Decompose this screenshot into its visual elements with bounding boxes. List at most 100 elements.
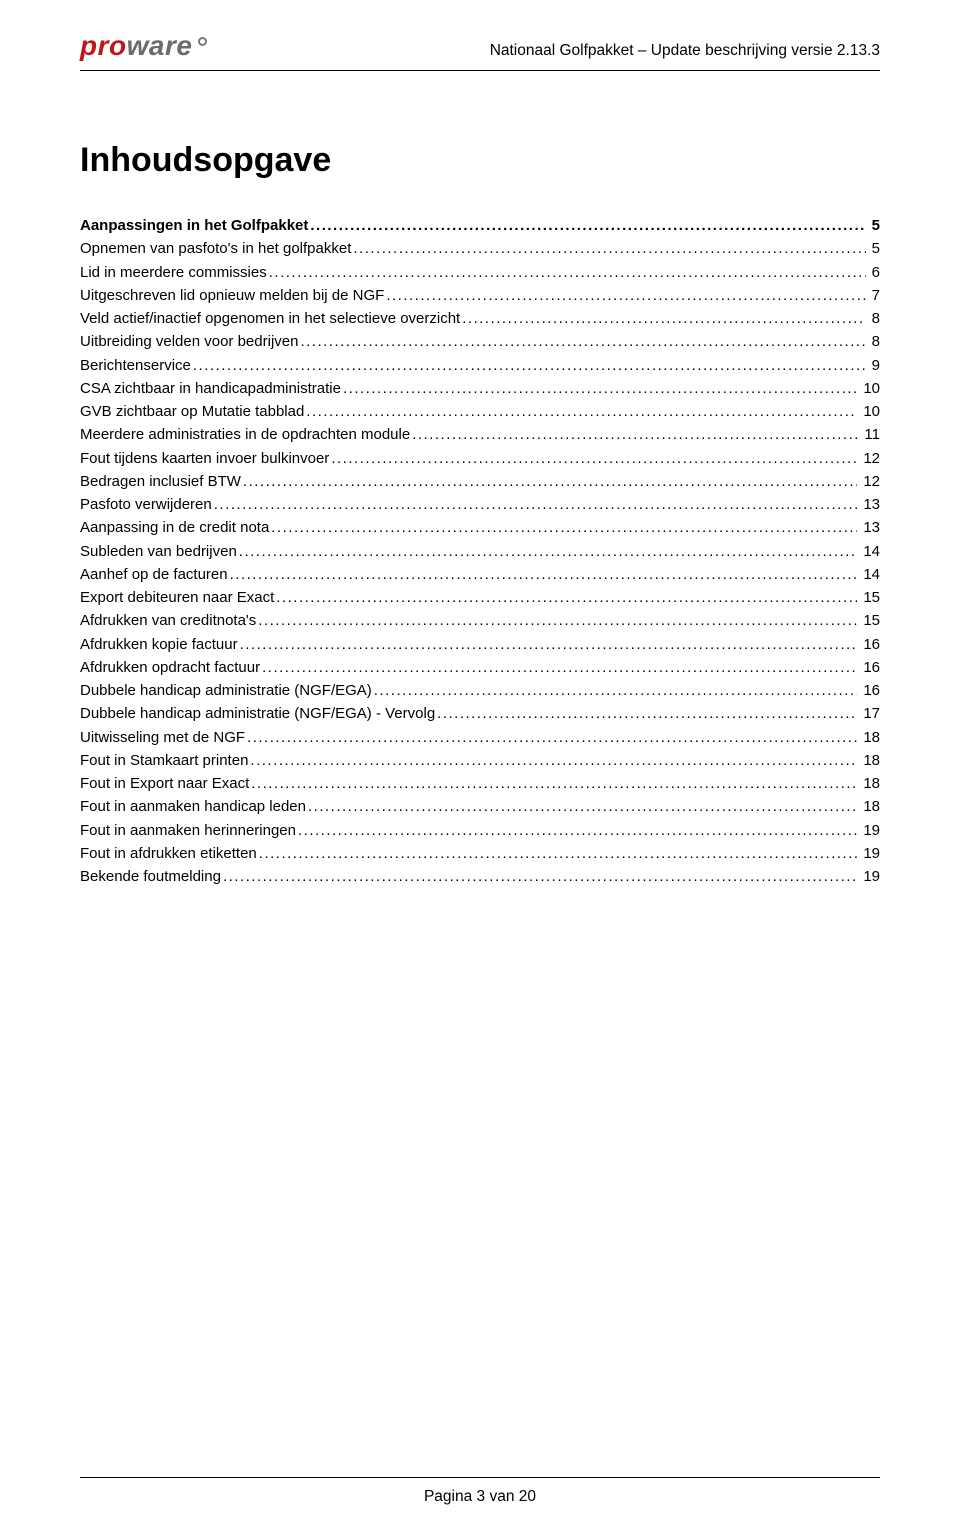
toc-entry: Opnemen van pasfoto's in het golfpakket …	[80, 237, 880, 260]
toc-entry-page: 18	[859, 726, 880, 749]
toc-entry-label: Dubbele handicap administratie (NGF/EGA)	[80, 679, 372, 702]
toc-entry: Aanhef op de facturen 14	[80, 563, 880, 586]
toc-entry: Veld actief/inactief opgenomen in het se…	[80, 307, 880, 330]
toc-leader-dots	[308, 795, 857, 818]
logo-part2: ware	[127, 30, 193, 61]
logo-dot-icon	[198, 37, 207, 46]
toc-entry-label: CSA zichtbaar in handicapadministratie	[80, 377, 341, 400]
toc-entry-page: 14	[859, 563, 880, 586]
toc-entry-page: 18	[859, 749, 880, 772]
toc-entry-page: 11	[860, 423, 880, 446]
toc-entry-page: 16	[859, 679, 880, 702]
toc-leader-dots	[258, 609, 857, 632]
page: proware Nationaal Golfpakket – Update be…	[0, 0, 960, 1536]
toc-entry-label: Export debiteuren naar Exact	[80, 586, 274, 609]
toc-entry: Dubbele handicap administratie (NGF/EGA)…	[80, 702, 880, 725]
toc-entry: Aanpassing in de credit nota 13	[80, 516, 880, 539]
toc-entry: Uitbreiding velden voor bedrijven 8	[80, 330, 880, 353]
toc-leader-dots	[298, 819, 857, 842]
toc-entry: Uitwisseling met de NGF 18	[80, 726, 880, 749]
toc-entry-label: GVB zichtbaar op Mutatie tabblad	[80, 400, 304, 423]
toc-entry-page: 12	[859, 470, 880, 493]
toc-entry: GVB zichtbaar op Mutatie tabblad 10	[80, 400, 880, 423]
toc-entry-label: Bekende foutmelding	[80, 865, 221, 888]
toc-leader-dots	[271, 516, 857, 539]
toc-leader-dots	[223, 865, 857, 888]
toc-entry: Lid in meerdere commissies 6	[80, 261, 880, 284]
toc-leader-dots	[310, 214, 865, 237]
toc-entry-page: 16	[859, 656, 880, 679]
toc-entry-page: 10	[859, 400, 880, 423]
toc-entry: Bedragen inclusief BTW 12	[80, 470, 880, 493]
toc-entry-page: 19	[859, 819, 880, 842]
toc-leader-dots	[240, 633, 858, 656]
logo: proware	[80, 30, 207, 62]
toc-entry: Fout tijdens kaarten invoer bulkinvoer 1…	[80, 447, 880, 470]
page-title: Inhoudsopgave	[80, 141, 880, 180]
toc-leader-dots	[306, 400, 857, 423]
toc-entry-page: 18	[859, 795, 880, 818]
toc-leader-dots	[262, 656, 857, 679]
toc-entry-label: Veld actief/inactief opgenomen in het se…	[80, 307, 460, 330]
toc-entry-label: Fout in afdrukken etiketten	[80, 842, 257, 865]
toc-entry-label: Opnemen van pasfoto's in het golfpakket	[80, 237, 351, 260]
toc-leader-dots	[243, 470, 857, 493]
toc-entry-label: Afdrukken opdracht factuur	[80, 656, 260, 679]
toc-leader-dots	[269, 261, 866, 284]
toc-entry-label: Uitgeschreven lid opnieuw melden bij de …	[80, 284, 384, 307]
toc-entry: Fout in Export naar Exact 18	[80, 772, 880, 795]
toc-entry-label: Fout in aanmaken handicap leden	[80, 795, 306, 818]
toc-entry: Afdrukken opdracht factuur 16	[80, 656, 880, 679]
toc-leader-dots	[412, 423, 858, 446]
toc-entry-label: Fout in Stamkaart printen	[80, 749, 248, 772]
toc-entry: Berichtenservice 9	[80, 354, 880, 377]
toc-entry: Bekende foutmelding 19	[80, 865, 880, 888]
toc-leader-dots	[193, 354, 866, 377]
toc-leader-dots	[353, 237, 865, 260]
footer-rule	[80, 1477, 880, 1478]
toc-entry: Afdrukken kopie factuur 16	[80, 633, 880, 656]
toc-entry-label: Pasfoto verwijderen	[80, 493, 212, 516]
toc-leader-dots	[239, 540, 858, 563]
toc-leader-dots	[300, 330, 865, 353]
toc-entry-label: Afdrukken kopie factuur	[80, 633, 238, 656]
toc-entry-label: Fout in Export naar Exact	[80, 772, 249, 795]
toc-entry-page: 6	[868, 261, 880, 284]
toc-entry-page: 19	[859, 865, 880, 888]
toc-leader-dots	[259, 842, 858, 865]
toc-entry: Dubbele handicap administratie (NGF/EGA)…	[80, 679, 880, 702]
toc-entry-label: Meerdere administraties in de opdrachten…	[80, 423, 410, 446]
toc-entry: Subleden van bedrijven 14	[80, 540, 880, 563]
toc-entry: Export debiteuren naar Exact 15	[80, 586, 880, 609]
toc-entry-label: Fout tijdens kaarten invoer bulkinvoer	[80, 447, 329, 470]
toc-entry-label: Berichtenservice	[80, 354, 191, 377]
toc-entry-page: 7	[868, 284, 880, 307]
toc-leader-dots	[214, 493, 858, 516]
toc-leader-dots	[276, 586, 857, 609]
toc-entry-page: 9	[868, 354, 880, 377]
toc-entry: Fout in aanmaken handicap leden 18	[80, 795, 880, 818]
toc-entry: Meerdere administraties in de opdrachten…	[80, 423, 880, 446]
toc-entry-label: Aanpassing in de credit nota	[80, 516, 269, 539]
toc-leader-dots	[247, 726, 857, 749]
toc-leader-dots	[331, 447, 857, 470]
toc-entry-page: 15	[859, 609, 880, 632]
page-footer: Pagina 3 van 20	[80, 1477, 880, 1506]
toc-entry-label: Subleden van bedrijven	[80, 540, 237, 563]
logo-text: proware	[80, 30, 192, 62]
toc-entry-label: Aanpassingen in het Golfpakket	[80, 214, 308, 237]
table-of-contents: Aanpassingen in het Golfpakket 5Opnemen …	[80, 214, 880, 888]
header-row: proware Nationaal Golfpakket – Update be…	[80, 30, 880, 68]
toc-entry-page: 19	[859, 842, 880, 865]
toc-entry-page: 18	[859, 772, 880, 795]
footer-text: Pagina 3 van 20	[80, 1488, 880, 1506]
header-subtitle: Nationaal Golfpakket – Update beschrijvi…	[490, 42, 880, 62]
toc-entry: Fout in afdrukken etiketten 19	[80, 842, 880, 865]
page-header: proware Nationaal Golfpakket – Update be…	[80, 30, 880, 71]
content: Inhoudsopgave Aanpassingen in het Golfpa…	[80, 71, 880, 1477]
toc-entry: Pasfoto verwijderen 13	[80, 493, 880, 516]
toc-entry-page: 17	[859, 702, 880, 725]
toc-entry-label: Bedragen inclusief BTW	[80, 470, 241, 493]
toc-entry-page: 5	[868, 237, 880, 260]
toc-entry-label: Dubbele handicap administratie (NGF/EGA)…	[80, 702, 435, 725]
